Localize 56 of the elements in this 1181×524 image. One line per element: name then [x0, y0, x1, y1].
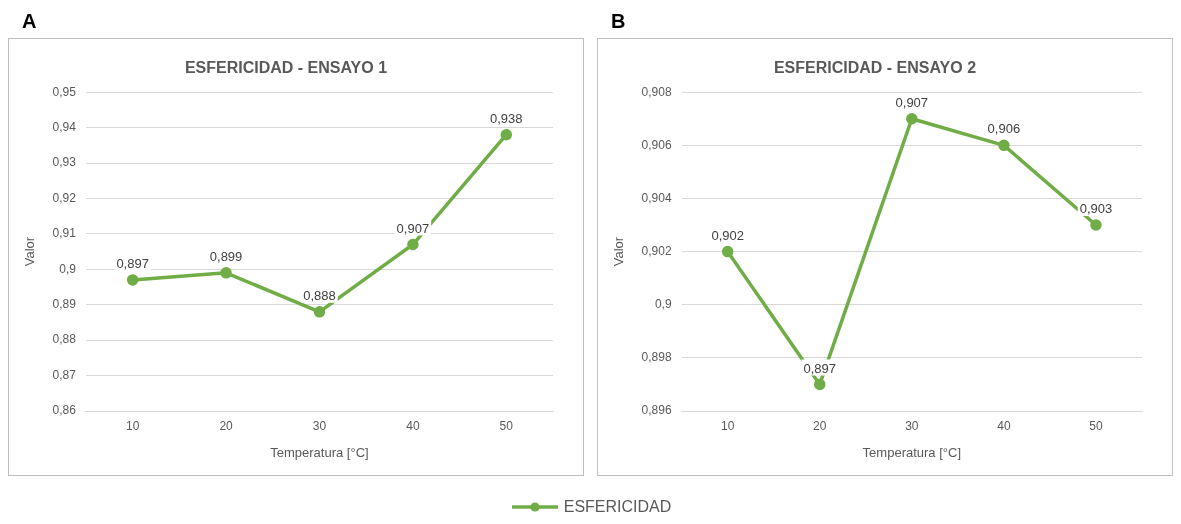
y-tick-label: 0,91: [52, 226, 77, 241]
y-tick-label: 0,902: [641, 243, 672, 258]
x-tick-label: 30: [905, 418, 919, 433]
x-tick-label: 20: [219, 418, 234, 433]
y-tick-label: 0,906: [641, 137, 672, 152]
y-tick-label: 0,93: [52, 155, 77, 170]
x-tick-label: 10: [125, 418, 140, 433]
x-tick-label: 50: [1089, 418, 1103, 433]
y-tick-label: 0,95: [52, 84, 77, 99]
y-tick-label: 0,87: [52, 367, 77, 382]
y-tick-label: 0,94: [52, 119, 77, 134]
y-tick-label: 0,9: [59, 261, 77, 276]
x-axis-title: Temperatura [°C]: [270, 444, 369, 460]
chart-title: ESFERICIDAD - ENSAYO 2: [773, 59, 977, 77]
point: [1090, 219, 1102, 231]
text: A: [22, 10, 37, 32]
point: [813, 378, 826, 391]
data-label: 0,907: [396, 220, 430, 236]
y-tick-label: 0,89: [52, 297, 77, 312]
data-label: 0,906: [987, 121, 1021, 137]
legend-label: ESFERICIDAD: [563, 498, 672, 516]
y-tick-label: 0,88: [52, 332, 77, 347]
data-label: 0,903: [1079, 201, 1113, 217]
x-axis-title: Temperatura [°C]: [862, 444, 962, 460]
y-tick-label: 0,896: [641, 403, 672, 418]
x-tick-label: 50: [499, 418, 514, 433]
y-tick-label: 0,898: [641, 350, 672, 365]
y-axis-title: Valor: [22, 236, 38, 267]
data-label: 0,888: [303, 287, 336, 303]
data-label: 0,907: [895, 94, 929, 110]
point: [998, 139, 1010, 152]
point: [906, 113, 918, 125]
y-axis-title: Valor: [611, 236, 627, 267]
data-label: 0,897: [803, 360, 837, 376]
y-tick-label: 0,908: [641, 84, 672, 99]
x-tick-label: 10: [720, 418, 735, 433]
data-label: 0,938: [490, 110, 523, 126]
x-tick-label: 40: [997, 418, 1011, 433]
data-label: 0,902: [711, 227, 744, 243]
point: [407, 238, 419, 251]
point: [220, 267, 232, 279]
x-tick-label: 20: [813, 418, 827, 433]
text: B: [611, 10, 626, 32]
point: [126, 274, 139, 286]
data-label: 0,897: [116, 256, 149, 272]
x-tick-label: 40: [406, 418, 420, 433]
y-tick-label: 0,86: [52, 403, 77, 418]
point: [313, 306, 326, 318]
data-label: 0,899: [209, 248, 243, 264]
chart-title: ESFERICIDAD - ENSAYO 1: [184, 59, 388, 77]
y-tick-label: 0,904: [641, 190, 672, 205]
y-tick-label: 0,9: [654, 297, 672, 312]
point: [500, 128, 513, 141]
x-tick-label: 30: [312, 418, 327, 433]
y-tick-label: 0,92: [52, 190, 77, 205]
point: [721, 245, 734, 258]
